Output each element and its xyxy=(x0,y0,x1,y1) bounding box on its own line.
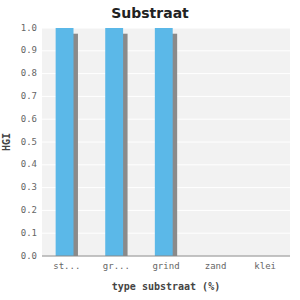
bar xyxy=(105,28,123,256)
x-tick-label: zand xyxy=(205,261,227,271)
y-tick-label: 1.0 xyxy=(21,23,37,33)
chart-container: 0.0 0.1 0.2 0.3 0.4 0.5 0.6 0.7 0.8 0.9 1.0 st... gr… xyxy=(0,0,300,300)
y-tick-label: 0.7 xyxy=(21,91,37,101)
x-axis-label: type substraat (%) xyxy=(112,281,220,292)
chart: 0.0 0.1 0.2 0.3 0.4 0.5 0.6 0.7 0.8 0.9 1.0 st... gr… xyxy=(0,0,300,300)
grid-line xyxy=(42,256,290,257)
bar xyxy=(155,28,173,256)
y-tick-label: 0.5 xyxy=(21,137,37,147)
x-tick-label: klei xyxy=(254,261,276,271)
y-tick-label: 0.3 xyxy=(21,182,37,192)
y-tick-label: 0.6 xyxy=(21,114,37,124)
y-tick-label: 0.2 xyxy=(21,205,37,215)
y-tick-label: 0.1 xyxy=(21,228,37,238)
y-tick-label: 0.4 xyxy=(21,159,37,169)
bar xyxy=(56,28,74,256)
plot-background xyxy=(42,28,290,256)
x-axis-line xyxy=(42,256,290,257)
y-tick-label: 0.8 xyxy=(21,68,37,78)
y-axis-label: HGI xyxy=(1,133,12,151)
y-tick-label: 0.9 xyxy=(21,45,37,55)
x-tick-label: st... xyxy=(53,261,80,271)
title: Substraat xyxy=(111,5,189,21)
y-tick-label: 0.0 xyxy=(21,251,37,261)
x-tick-label: gr... xyxy=(103,261,130,271)
bars xyxy=(56,28,178,256)
x-tick-label: grind xyxy=(152,261,179,271)
